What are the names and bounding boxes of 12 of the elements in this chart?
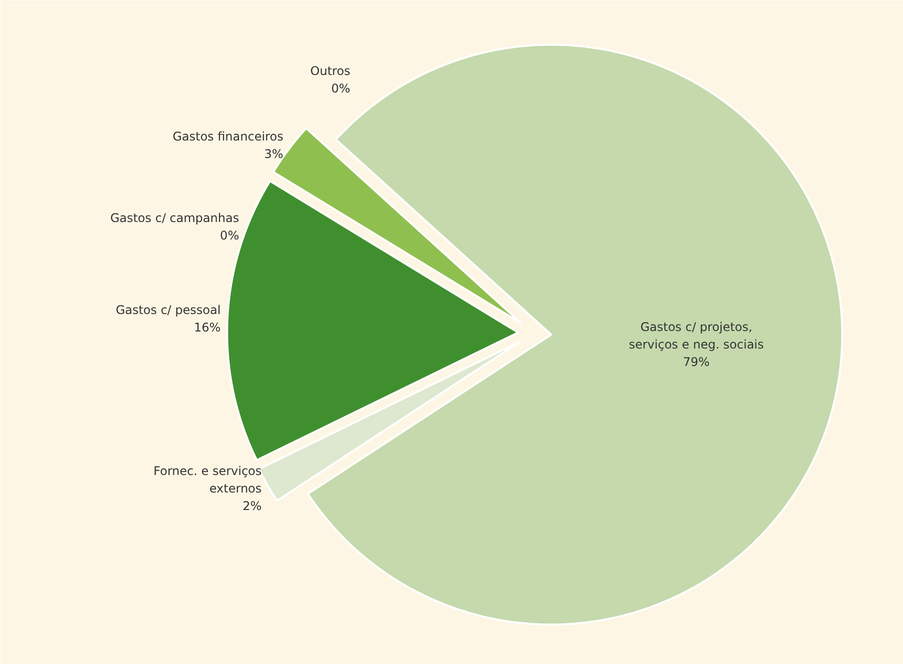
slice-label: Gastos c/ pessoal — [116, 302, 221, 317]
text: 0% — [220, 228, 240, 243]
data-label: 3% — [264, 147, 284, 162]
slice-label: Fornec. e serviços externos — [153, 464, 262, 496]
category-label: Gastos c/ campanhas — [110, 211, 240, 226]
slice-label: Gastos c/ projetos, serviços e neg. sociais — [628, 320, 764, 352]
category-label: Outros — [310, 64, 350, 78]
slice-label: Gastos financeiros — [172, 130, 284, 144]
data-label: 79% — [682, 355, 710, 370]
text: 0% — [331, 81, 350, 96]
data-label: 16% — [194, 320, 221, 334]
data-label: 2% — [242, 498, 262, 513]
